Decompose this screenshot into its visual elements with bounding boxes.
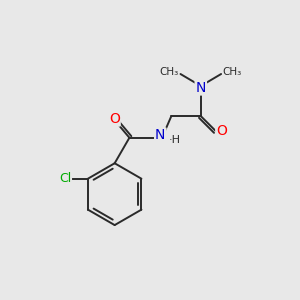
Text: O: O xyxy=(216,124,227,138)
Text: CH₃: CH₃ xyxy=(223,67,242,77)
Text: N: N xyxy=(196,80,206,94)
Text: ·H: ·H xyxy=(169,135,181,145)
Text: Cl: Cl xyxy=(59,172,71,185)
Text: O: O xyxy=(109,112,120,126)
Text: CH₃: CH₃ xyxy=(160,67,179,77)
Text: N: N xyxy=(155,128,166,142)
